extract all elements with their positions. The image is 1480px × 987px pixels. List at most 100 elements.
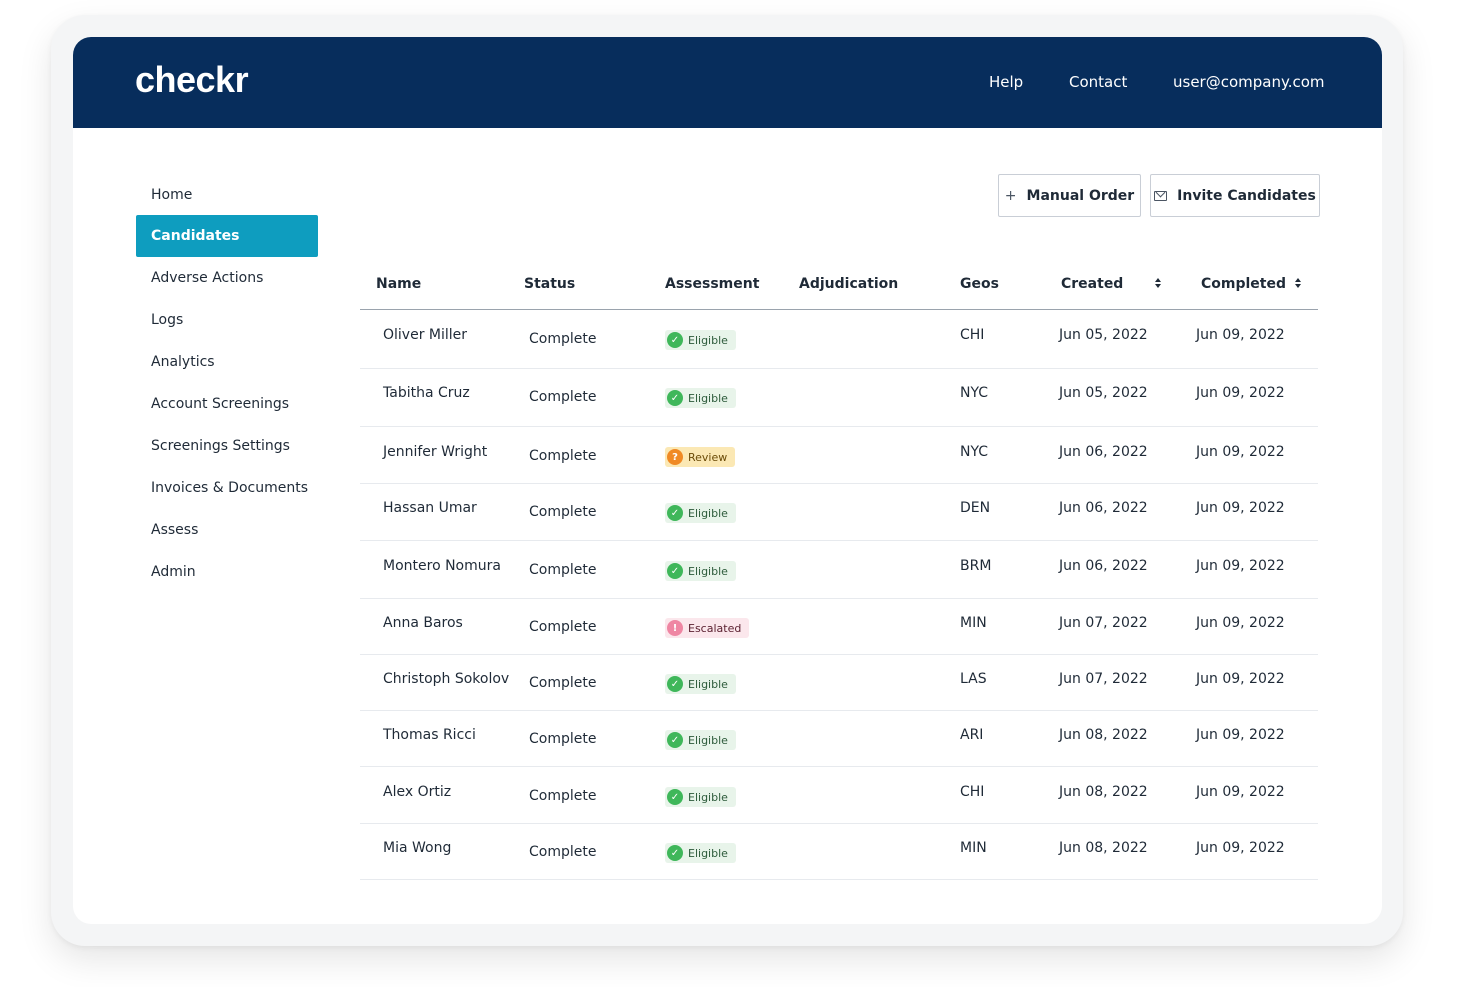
completed-date: Jun 09, 2022 [1196, 327, 1285, 343]
column-header-status[interactable]: Status [524, 276, 576, 292]
candidate-name[interactable]: Thomas Ricci [383, 727, 476, 743]
assessment-label: Review [688, 450, 728, 464]
status-text: Complete [529, 562, 597, 578]
assessment-label: Eligible [688, 677, 728, 691]
geo-text: DEN [960, 500, 991, 516]
row-divider [360, 540, 1318, 541]
assessment-label: Eligible [688, 333, 728, 347]
question-circle-icon: ? [667, 449, 683, 465]
candidate-name[interactable]: Hassan Umar [383, 500, 477, 516]
sidebar-item-logs[interactable]: Logs [151, 312, 184, 328]
assessment-label: Eligible [688, 733, 728, 747]
sidebar-item-account-screenings[interactable]: Account Screenings [151, 396, 290, 412]
status-text: Complete [529, 788, 597, 804]
sidebar-item-invoices-documents[interactable]: Invoices & Documents [151, 480, 308, 496]
geo-text: ARI [960, 727, 984, 743]
created-date: Jun 06, 2022 [1059, 558, 1148, 574]
plus-icon: + [1004, 187, 1017, 204]
sidebar-item-assess[interactable]: Assess [151, 522, 199, 538]
sidebar-item-candidates[interactable]: Candidates [136, 215, 318, 257]
column-header-adjudication[interactable]: Adjudication [799, 276, 899, 292]
candidate-name[interactable]: Montero Nomura [383, 558, 501, 574]
invite-candidates-button[interactable]: Invite Candidates [1150, 174, 1320, 217]
table-header-divider [360, 309, 1318, 310]
assessment-badge: ✓ Eligible [665, 674, 736, 694]
sidebar-item-admin[interactable]: Admin [151, 564, 196, 580]
candidate-name[interactable]: Oliver Miller [383, 327, 468, 343]
candidate-name[interactable]: Christoph Sokolov [383, 671, 510, 687]
manual-order-label: Manual Order [1026, 187, 1135, 204]
created-date: Jun 05, 2022 [1059, 327, 1148, 343]
status-text: Complete [529, 619, 597, 635]
checkr-logo[interactable]: checkr [135, 59, 249, 100]
status-text: Complete [529, 675, 597, 691]
created-date: Jun 06, 2022 [1059, 444, 1148, 460]
app-window: checkr Help Contact user@company.com Hom… [73, 37, 1382, 924]
assessment-badge: ✓ Eligible [665, 330, 736, 350]
assessment-badge: ✓ Eligible [665, 561, 736, 581]
column-header-assessment[interactable]: Assessment [665, 276, 760, 292]
check-circle-icon: ✓ [667, 505, 683, 521]
invite-candidates-label: Invite Candidates [1177, 187, 1316, 204]
row-divider [360, 710, 1318, 711]
completed-date: Jun 09, 2022 [1196, 671, 1285, 687]
assessment-label: Eligible [688, 391, 728, 405]
candidate-name[interactable]: Mia Wong [383, 840, 452, 856]
status-text: Complete [529, 331, 597, 347]
column-header-created[interactable]: Created [1061, 276, 1124, 292]
candidate-name[interactable]: Alex Ortiz [383, 784, 452, 800]
completed-date: Jun 09, 2022 [1196, 500, 1285, 516]
candidate-name[interactable]: Anna Baros [383, 615, 463, 631]
created-date: Jun 08, 2022 [1059, 784, 1148, 800]
geo-text: CHI [960, 784, 985, 800]
row-divider [360, 598, 1318, 599]
user-account-link[interactable]: user@company.com [1173, 73, 1325, 91]
assessment-badge: ✓ Eligible [665, 843, 736, 863]
sidebar-item-analytics[interactable]: Analytics [151, 354, 215, 370]
sidebar-item-screenings-settings[interactable]: Screenings Settings [151, 438, 290, 454]
assessment-badge: ! Escalated [665, 618, 750, 638]
column-header-name[interactable]: Name [376, 276, 422, 292]
created-date: Jun 08, 2022 [1059, 840, 1148, 856]
completed-date: Jun 09, 2022 [1196, 727, 1285, 743]
created-date: Jun 08, 2022 [1059, 727, 1148, 743]
assessment-badge: ✓ Eligible [665, 503, 736, 523]
geo-text: LAS [960, 671, 987, 687]
check-circle-icon: ✓ [667, 563, 683, 579]
help-link[interactable]: Help [989, 73, 1024, 91]
completed-date: Jun 09, 2022 [1196, 444, 1285, 460]
contact-link[interactable]: Contact [1069, 73, 1128, 91]
top-header: checkr Help Contact user@company.com [73, 37, 1382, 128]
assessment-badge: ✓ Eligible [665, 730, 736, 750]
sort-completed-icon[interactable] [1294, 275, 1302, 291]
status-text: Complete [529, 389, 597, 405]
row-divider [360, 654, 1318, 655]
completed-date: Jun 09, 2022 [1196, 784, 1285, 800]
column-header-completed[interactable]: Completed [1201, 276, 1287, 292]
manual-order-button[interactable]: + Manual Order [998, 174, 1141, 217]
completed-date: Jun 09, 2022 [1196, 385, 1285, 401]
sort-created-icon[interactable] [1154, 275, 1162, 291]
sidebar-item-adverse-actions[interactable]: Adverse Actions [151, 270, 264, 286]
geo-text: MIN [960, 615, 987, 631]
column-header-geos[interactable]: Geos [960, 276, 999, 292]
sidebar-item-home[interactable]: Home [151, 187, 193, 203]
created-date: Jun 06, 2022 [1059, 500, 1148, 516]
created-date: Jun 07, 2022 [1059, 615, 1148, 631]
check-circle-icon: ✓ [667, 390, 683, 406]
created-date: Jun 07, 2022 [1059, 671, 1148, 687]
assessment-label: Eligible [688, 564, 728, 578]
candidate-name[interactable]: Tabitha Cruz [383, 385, 470, 401]
geo-text: NYC [960, 385, 989, 401]
completed-date: Jun 09, 2022 [1196, 840, 1285, 856]
candidate-name[interactable]: Jennifer Wright [383, 444, 488, 460]
check-circle-icon: ✓ [667, 845, 683, 861]
assessment-badge: ? Review [665, 447, 736, 467]
check-circle-icon: ✓ [667, 789, 683, 805]
geo-text: MIN [960, 840, 987, 856]
alert-circle-icon: ! [667, 620, 683, 636]
geo-text: BRM [960, 558, 992, 574]
row-divider [360, 483, 1318, 484]
status-text: Complete [529, 731, 597, 747]
assessment-badge: ✓ Eligible [665, 388, 736, 408]
